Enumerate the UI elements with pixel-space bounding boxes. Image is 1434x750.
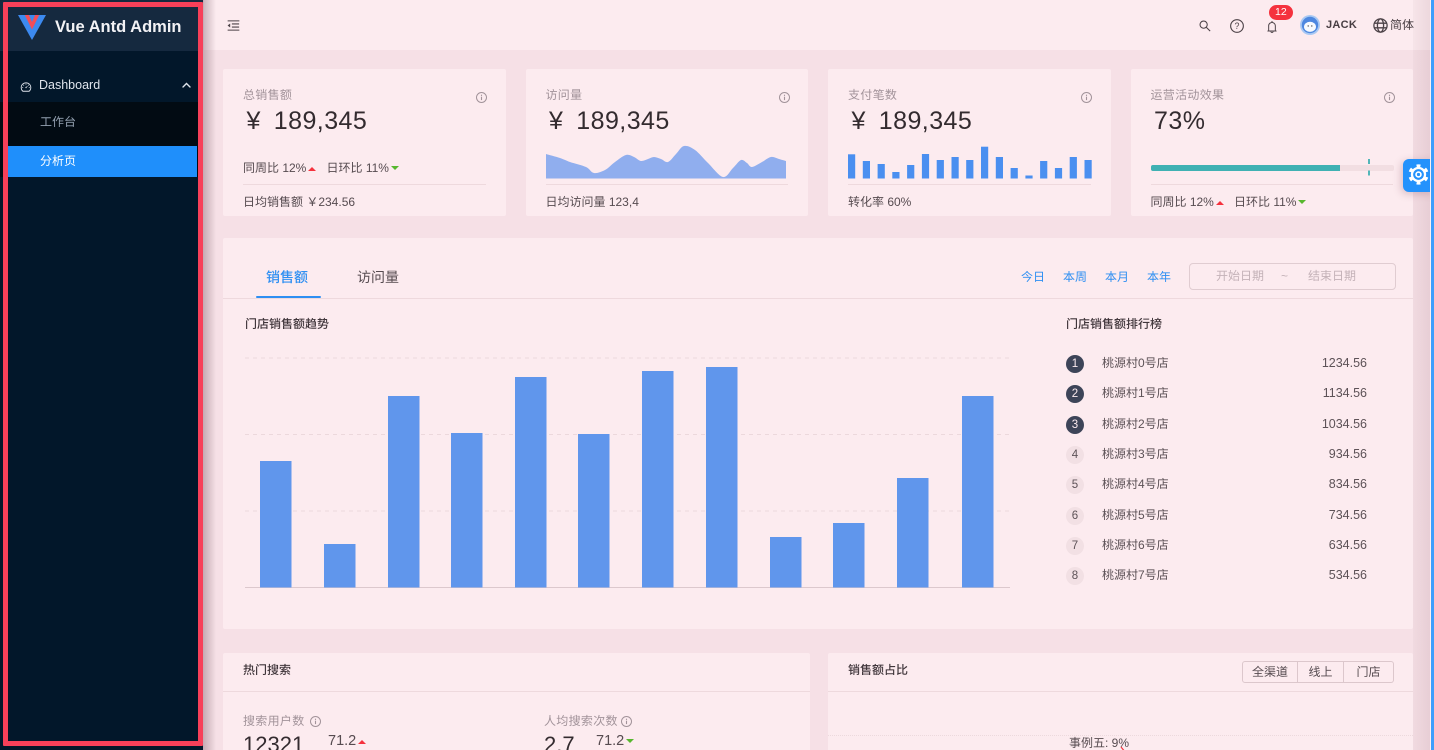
svg-text:?: ? [1235,21,1240,31]
